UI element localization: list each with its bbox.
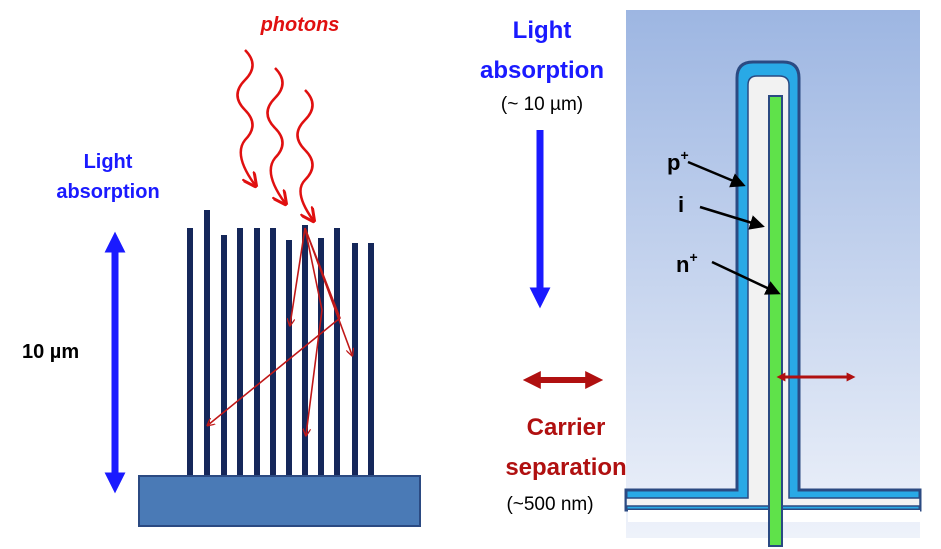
photons-label: photons <box>260 14 340 36</box>
text: + <box>689 249 697 265</box>
layer-label: n+ <box>676 249 698 277</box>
text: n <box>676 252 689 277</box>
layer-pointers <box>687 160 781 295</box>
photon-arrows <box>236 49 314 220</box>
absorption-title: absorption <box>480 57 604 84</box>
absorption-title: Light <box>513 17 572 44</box>
n-core <box>768 95 783 547</box>
separation-scale: (~500 nm) <box>506 494 593 515</box>
separation-title: Carrier <box>527 414 606 441</box>
layer-label: i <box>678 192 684 217</box>
text: p <box>667 150 680 175</box>
nanowire-array <box>187 210 374 478</box>
layer-label: p+ <box>667 147 689 175</box>
scattered-rays <box>208 227 352 435</box>
separation-title: separation <box>505 454 626 481</box>
absorption-label: Light <box>84 151 133 173</box>
absorption-scale: (~ 10 µm) <box>501 94 583 115</box>
substrate <box>138 475 421 527</box>
length-label: 10 µm <box>22 341 79 363</box>
absorption-label: absorption <box>56 181 159 203</box>
text: + <box>680 147 688 163</box>
